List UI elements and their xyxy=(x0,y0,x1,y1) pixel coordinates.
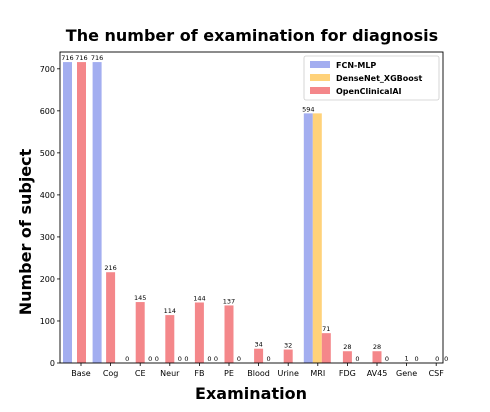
x-tick-label-csf: CSF xyxy=(429,369,445,378)
x-axis-label: Examination xyxy=(195,384,307,403)
x-tick-label-ce: CE xyxy=(135,369,146,378)
x-tick-label-fb: FB xyxy=(194,369,204,378)
bar-openclinicalai-urine xyxy=(284,350,293,363)
zero-label-ce: 0 xyxy=(148,355,152,363)
legend-label-densenet-xgboost: DenseNet_XGBoost xyxy=(336,74,422,83)
data-label-openclinicalai-gene: 1 xyxy=(405,355,409,363)
bar-densenet-xgboost-mri xyxy=(313,113,322,363)
x-tick-label-blood: Blood xyxy=(247,369,270,378)
data-label-openclinicalai-urine: 32 xyxy=(284,342,292,350)
bar-fcn-mlp-mri xyxy=(304,113,313,363)
x-tick-label-base: Base xyxy=(71,369,91,378)
bar-fcn-mlp-cog xyxy=(93,62,102,363)
data-label-openclinicalai-av45: 28 xyxy=(373,343,381,351)
zero-label-fdg: 0 xyxy=(355,355,359,363)
x-tick-label-urine: Urine xyxy=(278,369,299,378)
y-tick-label-500: 500 xyxy=(40,149,55,158)
x-tick-label-cog: Cog xyxy=(103,369,119,378)
data-label-openclinicalai-fdg: 28 xyxy=(343,343,351,351)
legend-swatch-fcn-mlp xyxy=(310,61,330,68)
bar-openclinicalai-blood xyxy=(254,349,263,363)
data-label-openclinicalai-mri: 71 xyxy=(322,325,330,333)
legend-swatch-openclinicalai xyxy=(310,87,330,94)
x-tick-label-av45: AV45 xyxy=(367,369,388,378)
x-tick-label-mri: MRI xyxy=(310,369,325,378)
data-label-openclinicalai-cog: 216 xyxy=(104,264,116,272)
y-tick-label-300: 300 xyxy=(40,233,55,242)
y-tick-label-600: 600 xyxy=(40,107,55,116)
zero-label-csf: 0 xyxy=(444,355,448,363)
legend-swatch-densenet-xgboost xyxy=(310,74,330,81)
data-label-fcn-mlp-base: 716 xyxy=(61,54,73,62)
zero-label-pe: 0 xyxy=(237,355,241,363)
data-label-openclinicalai-base: 716 xyxy=(75,54,87,62)
zero-label-blood: 0 xyxy=(267,355,271,363)
data-label-fcn-mlp-cog: 716 xyxy=(91,54,103,62)
bar-openclinicalai-av45 xyxy=(373,351,382,363)
bar-openclinicalai-cog xyxy=(106,272,115,363)
zero-label-left-fb: 0 xyxy=(184,355,188,363)
zero-label-fb: 0 xyxy=(207,355,211,363)
bar-fcn-mlp-base xyxy=(63,62,72,363)
bar-openclinicalai-neur xyxy=(165,315,174,363)
zero-label-gene: 0 xyxy=(415,355,419,363)
legend-label-fcn-mlp: FCN-MLP xyxy=(336,61,376,70)
data-label-openclinicalai-csf: 0 xyxy=(435,355,439,363)
legend: FCN-MLP DenseNet_XGBoost OpenClinicalAI xyxy=(304,56,439,100)
zero-label-av45: 0 xyxy=(385,355,389,363)
bar-openclinicalai-ce xyxy=(136,302,145,363)
y-tick-label-700: 700 xyxy=(40,65,55,74)
y-axis-label: Number of subject xyxy=(16,148,35,315)
zero-label-neur: 0 xyxy=(178,355,182,363)
bar-openclinicalai-mri xyxy=(322,333,331,363)
bars-layer xyxy=(63,62,411,363)
data-label-openclinicalai-ce: 145 xyxy=(134,294,146,302)
zero-label-left-pe: 0 xyxy=(214,355,218,363)
legend-label-openclinicalai: OpenClinicalAI xyxy=(336,87,402,96)
x-tick-label-neur: Neur xyxy=(160,369,180,378)
y-tick-label-100: 100 xyxy=(40,317,55,326)
data-label-openclinicalai-blood: 34 xyxy=(254,341,262,349)
zero-label-left-ce: 0 xyxy=(125,355,129,363)
x-tick-label-gene: Gene xyxy=(396,369,417,378)
y-tick-label-200: 200 xyxy=(40,275,55,284)
data-label-fcn-mlp-mri: 594 xyxy=(302,105,314,113)
y-tick-label-0: 0 xyxy=(50,359,55,368)
data-label-openclinicalai-neur: 114 xyxy=(164,307,176,315)
zero-label-left-neur: 0 xyxy=(155,355,159,363)
bar-openclinicalai-fdg xyxy=(343,351,352,363)
data-label-openclinicalai-fb: 144 xyxy=(193,294,205,302)
x-tick-label-fdg: FDG xyxy=(339,369,356,378)
chart-title: The number of examination for diagnosis xyxy=(66,26,438,45)
bar-openclinicalai-base xyxy=(77,62,86,363)
y-tick-label-400: 400 xyxy=(40,191,55,200)
data-label-openclinicalai-pe: 137 xyxy=(223,297,235,305)
bar-openclinicalai-pe xyxy=(225,305,234,363)
x-tick-label-pe: PE xyxy=(224,369,234,378)
bar-openclinicalai-fb xyxy=(195,302,204,363)
